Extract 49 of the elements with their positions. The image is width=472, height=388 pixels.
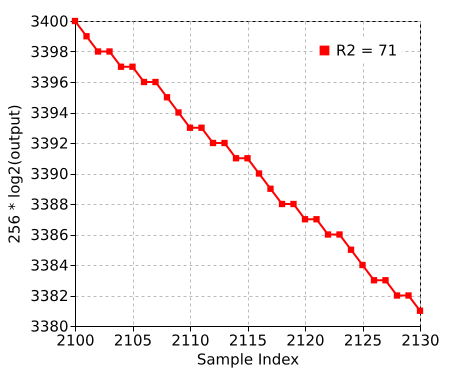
point bbox=[129, 64, 136, 70]
y-tick-label: 3384 bbox=[30, 256, 68, 274]
x-tick-label: 2130 bbox=[401, 332, 440, 350]
point bbox=[370, 277, 378, 284]
point bbox=[210, 140, 216, 146]
point bbox=[232, 155, 240, 162]
x-tick-label: 2115 bbox=[228, 332, 268, 350]
point bbox=[244, 155, 251, 162]
point bbox=[106, 48, 113, 55]
point bbox=[198, 124, 205, 131]
point bbox=[118, 64, 124, 70]
point bbox=[290, 200, 297, 208]
point bbox=[416, 308, 424, 314]
point bbox=[221, 140, 228, 146]
y-axis-title: 256 * log2(output) bbox=[5, 104, 24, 244]
y-tick-label: 3398 bbox=[30, 43, 68, 61]
x-tick-label: 2125 bbox=[344, 332, 382, 350]
y-tick-label: 3396 bbox=[30, 74, 68, 92]
point bbox=[140, 78, 148, 86]
point bbox=[94, 48, 102, 55]
legend-label: R2 = 71 bbox=[336, 42, 398, 60]
point bbox=[313, 216, 320, 222]
point bbox=[302, 216, 308, 222]
x-tick-label: 2110 bbox=[171, 332, 210, 350]
point bbox=[186, 124, 194, 131]
x-tick-label: 2105 bbox=[114, 332, 152, 350]
point bbox=[382, 277, 389, 284]
x-tick-label: 2120 bbox=[286, 332, 325, 350]
point bbox=[324, 231, 332, 238]
y-tick-label: 3390 bbox=[30, 165, 68, 183]
point bbox=[405, 292, 412, 299]
y-tick-label: 3394 bbox=[30, 104, 68, 122]
point bbox=[267, 186, 274, 192]
point bbox=[256, 170, 262, 177]
point bbox=[83, 33, 90, 40]
y-tick-label: 3382 bbox=[30, 287, 68, 305]
point bbox=[359, 262, 366, 268]
y-tick-label: 3400 bbox=[30, 12, 68, 30]
point bbox=[152, 78, 159, 86]
point bbox=[348, 246, 354, 253]
point bbox=[336, 231, 343, 238]
y-tick-label: 3388 bbox=[30, 196, 68, 214]
y-tick-label: 3392 bbox=[30, 134, 68, 152]
x-axis-title: Sample Index bbox=[196, 350, 300, 368]
point bbox=[164, 94, 170, 100]
y-tick-label: 3386 bbox=[30, 226, 68, 244]
point bbox=[394, 292, 400, 299]
point bbox=[278, 200, 286, 208]
point bbox=[175, 109, 182, 116]
